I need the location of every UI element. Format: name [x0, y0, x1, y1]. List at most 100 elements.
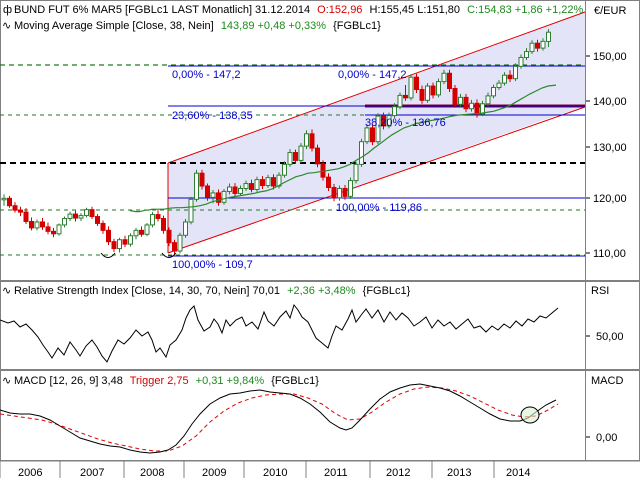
candle-body[interactable] [364, 127, 370, 143]
candle-body[interactable] [227, 186, 232, 192]
price-header[interactable]: ф BUND FUT 6% MAR5 [FGBLc1 LAST Monatlic… [2, 4, 584, 32]
candle-body[interactable] [518, 56, 524, 67]
candle-body[interactable] [67, 213, 73, 220]
candle-body[interactable] [447, 72, 452, 90]
candle-body[interactable] [78, 215, 84, 219]
candle-body[interactable] [254, 179, 260, 190]
candle-body[interactable] [403, 94, 408, 99]
candle-body[interactable] [436, 81, 441, 96]
candle-body[interactable] [18, 209, 23, 213]
candle-body[interactable] [128, 235, 133, 245]
candle-body[interactable] [485, 95, 491, 105]
candle-body[interactable] [381, 115, 386, 127]
candle-body[interactable] [12, 205, 18, 211]
candle-body[interactable] [513, 65, 518, 80]
candle-body[interactable] [243, 183, 249, 189]
candle-body[interactable] [194, 172, 199, 200]
candle-body[interactable] [111, 241, 117, 250]
candle-body[interactable] [95, 216, 100, 224]
candle-body[interactable] [287, 152, 293, 165]
channel-lower-line[interactable] [167, 106, 586, 254]
candle-body[interactable] [293, 152, 298, 161]
candle-body[interactable] [84, 209, 89, 217]
candle-body[interactable] [463, 96, 469, 110]
candle-body[interactable] [199, 172, 205, 187]
candle-body[interactable] [359, 141, 364, 165]
candle-body[interactable] [331, 186, 337, 199]
candle-body[interactable] [507, 74, 513, 80]
candle-body[interactable] [315, 147, 320, 165]
rsi-line[interactable] [0, 303, 559, 363]
candle-body[interactable] [117, 239, 122, 250]
candle-body[interactable] [100, 222, 106, 231]
candle-body[interactable] [265, 177, 271, 187]
candle-body[interactable] [205, 185, 210, 198]
candle-body[interactable] [161, 218, 166, 231]
candlestick-series[interactable] [1, 29, 551, 255]
candle-body[interactable] [386, 115, 392, 127]
candle-body[interactable] [23, 211, 29, 222]
candle-body[interactable] [62, 218, 67, 226]
candle-body[interactable] [155, 214, 161, 220]
candle-body[interactable] [216, 192, 221, 203]
candle-body[interactable] [408, 76, 414, 99]
candle-body[interactable] [260, 179, 265, 187]
candle-body[interactable] [474, 102, 480, 115]
candle-body[interactable] [392, 106, 397, 117]
candle-body[interactable] [458, 96, 463, 105]
rsi-header[interactable]: ∿ Relative Strength Index [Close, 14, 30… [2, 285, 411, 297]
candle-body[interactable] [309, 133, 315, 149]
candle-body[interactable] [106, 229, 111, 243]
channel-upper-line[interactable] [167, 11, 586, 164]
candle-body[interactable] [188, 198, 194, 223]
candle-body[interactable] [529, 42, 535, 53]
candle-body[interactable] [535, 42, 540, 49]
candle-body[interactable] [348, 180, 353, 197]
candle-body[interactable] [271, 177, 276, 187]
candle-body[interactable] [249, 183, 254, 190]
candle-body[interactable] [45, 226, 51, 232]
candle-body[interactable] [51, 230, 56, 235]
candle-body[interactable] [133, 229, 139, 237]
candle-body[interactable] [144, 224, 150, 235]
rsi-scale-frame[interactable] [585, 281, 640, 370]
candle-body[interactable] [139, 229, 144, 235]
candle-body[interactable] [370, 127, 375, 143]
candle-body[interactable] [221, 190, 227, 203]
macd-line[interactable] [0, 383, 557, 454]
candle-body[interactable] [150, 214, 155, 226]
candle-body[interactable] [34, 221, 40, 229]
time-axis[interactable]: 2006 2007 2008 2009 2010 2011 2012 2013 2014 [0, 460, 640, 479]
candle-body[interactable] [89, 209, 95, 218]
candle-body[interactable] [397, 94, 403, 108]
candle-body[interactable] [177, 234, 183, 252]
candle-body[interactable] [491, 87, 496, 97]
candle-body[interactable] [326, 176, 331, 188]
candle-body[interactable] [524, 51, 529, 58]
candle-body[interactable] [342, 187, 348, 197]
candle-body[interactable] [210, 192, 216, 198]
candle-body[interactable] [353, 163, 359, 182]
candle-body[interactable] [172, 242, 177, 252]
candle-body[interactable] [232, 186, 238, 194]
candle-body[interactable] [29, 220, 34, 229]
candle-body[interactable] [122, 239, 128, 245]
candle-body[interactable] [238, 187, 243, 194]
candle-body[interactable] [73, 213, 78, 219]
moving-average-line[interactable] [129, 84, 557, 213]
candle-body[interactable] [304, 133, 309, 147]
candle-body[interactable] [546, 31, 551, 42]
candle-body[interactable] [375, 115, 381, 143]
candle-body[interactable] [452, 88, 458, 105]
candle-body[interactable] [480, 103, 485, 115]
candle-body[interactable] [337, 187, 342, 199]
candle-body[interactable] [414, 76, 419, 90]
candle-body[interactable] [40, 221, 45, 228]
candle-body[interactable] [540, 40, 546, 49]
price-scale-frame[interactable] [585, 0, 640, 281]
candle-body[interactable] [1, 197, 7, 201]
candle-body[interactable] [282, 163, 287, 176]
candle-body[interactable] [166, 229, 172, 244]
candle-body[interactable] [441, 72, 447, 83]
